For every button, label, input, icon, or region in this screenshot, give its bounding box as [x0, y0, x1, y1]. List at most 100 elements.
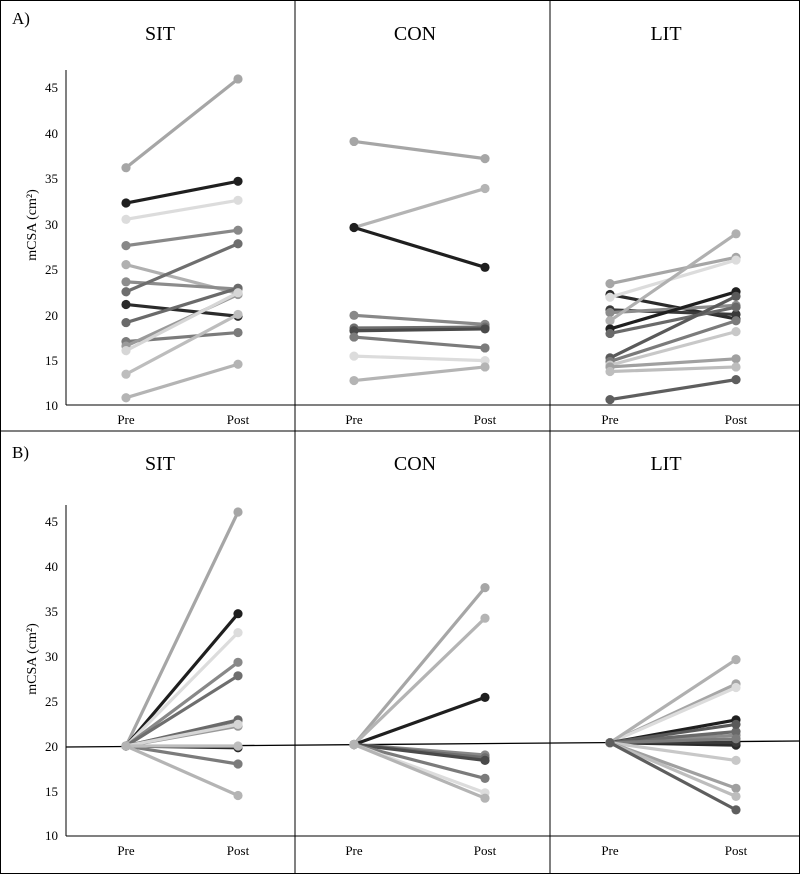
point-l14-post	[731, 375, 741, 385]
point-s9-pre	[121, 317, 131, 328]
point-l13-post	[731, 362, 741, 372]
series-line-l11	[608, 330, 738, 367]
ytick-a-20: 20	[45, 308, 58, 323]
title-a-lit: LIT	[650, 23, 681, 45]
series-line-l14	[608, 378, 738, 402]
series-line-l10	[608, 319, 738, 364]
xtick-b-con-pre: Pre	[345, 843, 363, 858]
point-s1-post	[233, 507, 243, 517]
series-line-c1	[352, 585, 487, 747]
xtick-a-sit-pre: Pre	[117, 412, 135, 427]
point-c8-pre	[349, 351, 359, 361]
series-line-s12	[124, 722, 240, 748]
xtick-b-con-post: Post	[474, 843, 497, 858]
point-l11-post	[731, 755, 741, 766]
point-s6-pre	[121, 277, 131, 287]
ytick-a-30: 30	[45, 217, 58, 232]
series-line-l9	[608, 722, 738, 745]
series-line-c5	[352, 325, 487, 330]
point-s2-pre	[121, 198, 131, 208]
point-l14-pre	[605, 738, 615, 748]
point-l6-pre	[605, 316, 615, 326]
series-line-l3	[608, 685, 738, 745]
xtick-b-lit-post: Post	[725, 843, 748, 858]
point-l3-pre	[605, 292, 615, 302]
ytick-b-45: 45	[45, 514, 58, 529]
panel-label-b: B)	[12, 443, 29, 462]
xtick-b-lit-pre: Pre	[601, 843, 619, 858]
point-l11-post	[731, 327, 741, 337]
xtick-a-sit-post: Post	[227, 412, 250, 427]
series-line-s13	[124, 312, 240, 376]
chart-a-con	[349, 136, 490, 386]
ytick-b-30: 30	[45, 649, 58, 664]
series-line-s12	[124, 291, 240, 353]
point-s3-pre	[121, 214, 131, 224]
series-line-s2	[124, 612, 240, 748]
ytick-a-15: 15	[45, 353, 58, 368]
point-s12-post	[233, 288, 243, 298]
series-line-s14	[124, 362, 240, 400]
point-c3-post	[480, 262, 490, 272]
chart-b-lit	[605, 655, 741, 815]
series-line-c3	[352, 695, 487, 747]
point-c1-post	[480, 583, 490, 593]
point-s4-pre	[121, 240, 131, 251]
xtick-a-con-post: Post	[474, 412, 497, 427]
series-line-s3	[124, 198, 240, 221]
series-layer	[121, 74, 741, 815]
series-line-l13	[608, 365, 738, 374]
series-line-l10	[608, 737, 738, 745]
series-line-c9	[352, 365, 487, 383]
ytick-b-40: 40	[45, 559, 58, 574]
point-l10-post	[731, 316, 741, 326]
point-l6-post	[731, 655, 741, 665]
ytick-a-40: 40	[45, 126, 58, 141]
title-a-sit: SIT	[145, 23, 175, 45]
ytick-a-35: 35	[45, 171, 58, 186]
point-l13-pre	[605, 366, 615, 377]
point-l8-pre	[605, 328, 615, 339]
point-l8-post	[731, 302, 741, 312]
series-line-l12	[608, 357, 738, 369]
point-s10-post	[233, 327, 243, 338]
series-line-c4	[352, 313, 487, 326]
xtick-a-con-pre: Pre	[345, 412, 363, 427]
series-line-s4	[124, 228, 240, 248]
point-s13-pre	[121, 369, 131, 379]
point-s2-post	[233, 609, 243, 619]
series-line-c6	[352, 742, 487, 763]
series-line-l6	[608, 657, 738, 745]
point-s7-post	[233, 239, 243, 249]
point-c1-post	[480, 154, 490, 164]
series-line-c6	[352, 327, 487, 333]
point-c8-post	[480, 356, 490, 366]
point-s14-post	[233, 790, 243, 801]
series-line-s14	[124, 744, 240, 798]
ytick-b-35: 35	[45, 604, 58, 619]
xtick-b-sit-post: Post	[227, 843, 250, 858]
point-s7-post	[233, 671, 243, 681]
y-ticks-b: 10 15 20 25 30 35 40 45	[45, 514, 58, 843]
series-line-l11	[608, 741, 738, 763]
point-s2-post	[233, 176, 243, 186]
point-s1-pre	[121, 163, 131, 173]
point-s3-post	[233, 195, 243, 205]
point-c1-pre	[349, 136, 359, 147]
ytick-a-25: 25	[45, 262, 58, 277]
title-b-sit: SIT	[145, 453, 175, 475]
ylabel-a: mCSA (cm²)	[25, 189, 40, 261]
point-s14-post	[233, 359, 243, 369]
title-b-lit: LIT	[650, 453, 681, 475]
chart-b-sit	[121, 507, 243, 801]
ytick-a-10: 10	[45, 398, 58, 413]
series-line-s1	[124, 510, 240, 748]
point-l8-post	[731, 727, 741, 737]
point-s12-post	[233, 719, 243, 730]
point-c2-post	[480, 613, 490, 623]
point-c9-post	[480, 362, 490, 372]
series-line-l7	[608, 290, 738, 331]
series-line-s4	[124, 660, 240, 748]
point-c7-post	[480, 773, 490, 784]
chart-a-lit	[605, 229, 741, 405]
